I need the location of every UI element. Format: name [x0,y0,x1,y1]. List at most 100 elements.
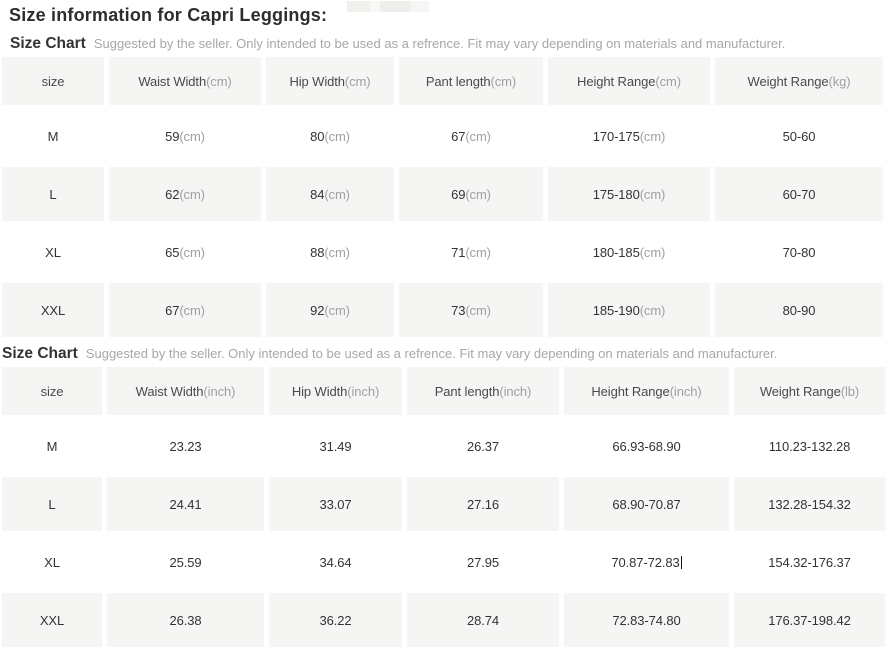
page-title: Size information for Capri Leggings: [9,5,328,25]
size-chart-section-cm: Size Chart Suggested by the seller. Only… [0,34,893,341]
table-cell: 67(cm) [399,109,543,163]
column-header: size [2,367,102,415]
table-cell: 31.49 [269,419,402,473]
table-cell: 36.22 [269,593,402,647]
unit-label: (cm) [639,186,666,202]
table-cell: M [2,419,102,473]
unit-label: (cm) [206,73,232,89]
unit-label: (cm) [639,244,666,260]
table-cell: 175-180(cm) [548,167,710,221]
table-cell: 68.90-70.87 [564,477,729,531]
table-cell: 154.32-176.37 [734,535,885,589]
unit-label: (cm) [324,128,350,144]
unit-label: (kg) [828,73,851,89]
table-cell: 50-60 [715,109,883,163]
unit-label: (inch) [499,383,532,399]
section-subheading: Suggested by the seller. Only intended t… [85,346,778,361]
table-cell: 26.37 [407,419,559,473]
column-header: Weight Range(lb) [734,367,885,415]
unit-label: (cm) [179,128,205,144]
size-chart-section-inch: Size Chart Suggested by the seller. Only… [0,344,893,651]
unit-label: (cm) [465,186,491,202]
unit-label: (inch) [669,383,702,399]
table-cell: 84(cm) [266,167,394,221]
table-cell: 80-90 [715,283,883,337]
table-row: XL 25.59 34.64 27.95 70.87-72.83 154.32-176.3… [2,535,885,589]
table-cell: 66.93-68.90 [564,419,729,473]
unit-label: (cm) [324,186,350,202]
table-cell: XL [2,535,102,589]
table-cell: 170-175(cm) [548,109,710,163]
size-chart-table-inch: size Waist Width(inch) Hip Width(inch) Pant… [0,363,890,651]
unit-label: (cm) [465,128,491,144]
unit-label: (cm) [490,73,517,89]
column-header: Pant length(cm) [399,57,543,105]
table-row: XXL 26.38 36.22 28.74 72.83-74.80 176.37-198.… [2,593,885,647]
table-cell: 72.83-74.80 [564,593,729,647]
section-heading: Size Chart [10,35,86,52]
section-heading: Size Chart [2,345,78,362]
table-cell: 28.74 [407,593,559,647]
unit-label: (inch) [347,383,380,399]
unit-label: (cm) [639,302,666,318]
table-cell: 67(cm) [109,283,261,337]
table-cell: 60-70 [715,167,883,221]
table-cell: 65(cm) [109,225,261,279]
unit-label: (cm) [324,244,350,260]
table-cell: L [2,477,102,531]
unit-label: (cm) [324,302,350,318]
unit-label: (cm) [179,186,205,202]
column-header: size [2,57,104,105]
table-cell: L [2,167,104,221]
table-cell: 33.07 [269,477,402,531]
table-cell: 24.41 [107,477,264,531]
table-cell: 70.87-72.83 [564,535,729,589]
table-cell: 27.95 [407,535,559,589]
unit-label: (lb) [840,383,860,399]
unit-label: (cm) [465,302,491,318]
unit-label: (cm) [465,244,491,260]
text-cursor [680,555,682,569]
table-cell: 185-190(cm) [548,283,710,337]
unit-label: (inch) [203,383,236,399]
column-header: Height Range(inch) [564,367,729,415]
table-cell: 59(cm) [109,109,261,163]
column-header: Hip Width(cm) [266,57,394,105]
column-header: Pant length(inch) [407,367,559,415]
table-cell: M [2,109,104,163]
section-header: Size Chart Suggested by the seller. Only… [10,34,893,53]
table-cell: XXL [2,283,104,337]
table-cell: 176.37-198.42 [734,593,885,647]
header-row: size Waist Width(cm) Hip Width(cm) Pant len… [2,57,883,105]
table-cell: 73(cm) [399,283,543,337]
table-cell: 88(cm) [266,225,394,279]
table-row: XL 65(cm) 88(cm) 71(cm) 180-185(cm) 70-80 [2,225,883,279]
section-subheading: Suggested by the seller. Only intended t… [93,36,786,51]
table-cell: 34.64 [269,535,402,589]
table-row: L 62(cm) 84(cm) 69(cm) 175-180(cm) 60-70 [2,167,883,221]
table-cell: 69(cm) [399,167,543,221]
unit-label: (cm) [179,244,205,260]
table-cell: 71(cm) [399,225,543,279]
table-cell: 62(cm) [109,167,261,221]
table-row: M 23.23 31.49 26.37 66.93-68.90 110.23-132.28 [2,419,885,473]
section-header: Size Chart Suggested by the seller. Only… [2,344,893,363]
unit-label: (cm) [655,73,681,89]
table-cell: XXL [2,593,102,647]
table-row: L 24.41 33.07 27.16 68.90-70.87 132.28-154.32 [2,477,885,531]
table-row: XXL 67(cm) 92(cm) 73(cm) 185-190(cm) 80-90 [2,283,883,337]
table-cell: 132.28-154.32 [734,477,885,531]
column-header: Weight Range(kg) [715,57,883,105]
column-header: Waist Width(cm) [109,57,261,105]
table-cell: XL [2,225,104,279]
unit-label: (cm) [179,302,205,318]
faint-watermark [347,1,429,12]
unit-label: (cm) [344,73,371,89]
table-cell: 92(cm) [266,283,394,337]
table-cell: 80(cm) [266,109,394,163]
column-header: Hip Width(inch) [269,367,402,415]
table-cell: 180-185(cm) [548,225,710,279]
unit-label: (cm) [639,128,666,144]
header-row: size Waist Width(inch) Hip Width(inch) Pant… [2,367,885,415]
